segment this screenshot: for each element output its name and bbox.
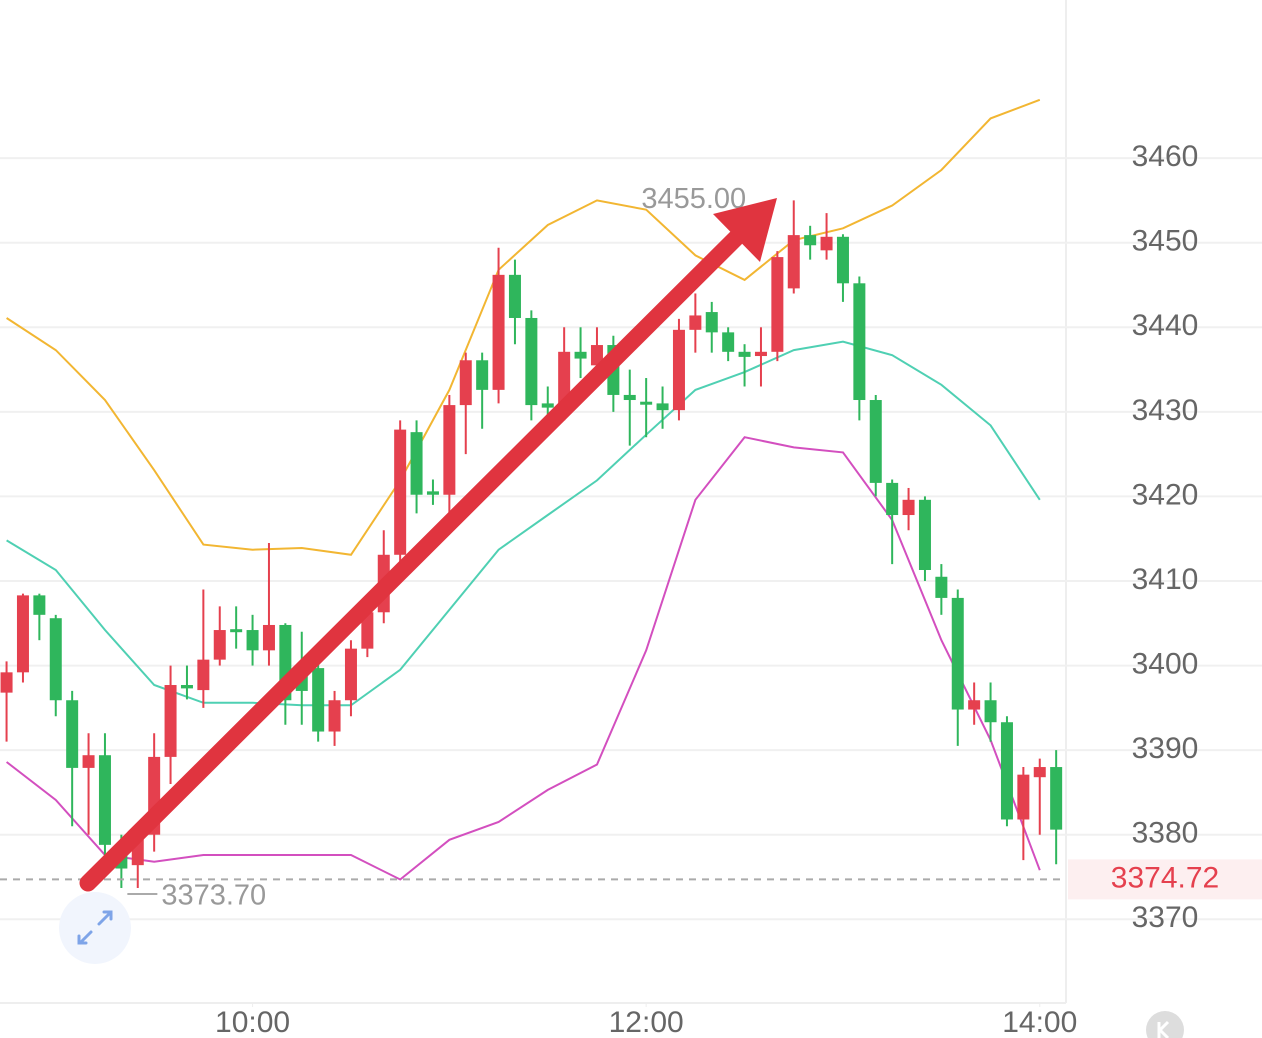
candle-body — [262, 624, 275, 651]
candle-body — [705, 312, 718, 333]
candle-body — [459, 360, 472, 406]
candle-body — [0, 672, 13, 693]
candle-body — [525, 317, 538, 406]
candle-body — [361, 612, 374, 649]
band-line — [6, 340, 1041, 707]
candle-body — [508, 274, 521, 318]
y-tick-label: 3420 — [1132, 478, 1199, 511]
candle-body — [853, 283, 866, 401]
candle-body — [180, 685, 193, 689]
candle-body — [836, 236, 849, 284]
candle-body — [164, 685, 177, 757]
candle-body — [443, 405, 456, 495]
candle-body — [590, 345, 603, 366]
candle-body — [738, 351, 751, 357]
candle-body — [49, 618, 62, 701]
candle-body — [541, 403, 554, 408]
y-tick-label: 3400 — [1132, 647, 1199, 680]
candle-body — [246, 630, 259, 651]
candle-body — [394, 429, 407, 555]
candle-body — [558, 351, 571, 406]
candle-body — [886, 482, 899, 516]
x-tick-label: 10:00 — [215, 1006, 290, 1038]
y-tick-label: 3390 — [1132, 732, 1199, 765]
candle-body — [804, 235, 817, 246]
candle-body — [902, 499, 915, 516]
low-label: 3373.70 — [161, 880, 266, 912]
trend-arrow — [79, 198, 777, 892]
annotations: 3374.72 3455.00 3373.70 — [0, 183, 1262, 912]
candle-body — [213, 630, 226, 660]
x-tick-label: 14:00 — [1002, 1006, 1077, 1038]
candle-body — [1050, 767, 1063, 830]
candle-body — [312, 668, 325, 732]
candle-body — [410, 432, 423, 495]
candle-body — [935, 576, 948, 598]
candle-body — [918, 499, 931, 571]
candle-body — [66, 700, 79, 768]
x-tick-label: 12:00 — [609, 1006, 684, 1038]
candle-body — [16, 595, 29, 673]
candle-body — [640, 401, 653, 405]
band-line — [5, 436, 1041, 881]
candle-body — [230, 629, 243, 633]
last-price-label: 3374.72 — [1111, 861, 1219, 894]
y-tick-label: 3370 — [1132, 901, 1199, 934]
candle-body — [869, 400, 882, 483]
y-tick-label: 3380 — [1132, 817, 1199, 850]
candle-body — [492, 274, 505, 390]
k-button[interactable] — [1146, 1011, 1184, 1038]
candle-body — [689, 315, 702, 330]
candle-body — [1033, 767, 1046, 778]
candle-body — [1017, 774, 1030, 820]
candle-body — [787, 235, 800, 289]
candle-body — [623, 394, 636, 401]
candle-body — [33, 595, 46, 615]
bands — [5, 98, 1041, 881]
candle-body — [328, 700, 341, 732]
candle-body — [476, 360, 489, 390]
y-tick-label: 3460 — [1132, 140, 1199, 173]
band-line — [6, 98, 1041, 556]
y-tick-label: 3410 — [1132, 563, 1199, 596]
y-tick-label: 3440 — [1132, 309, 1199, 342]
candle-body — [672, 329, 685, 411]
candle-body — [656, 403, 669, 411]
candle-body — [344, 648, 357, 701]
candle-body — [98, 755, 111, 845]
candle-body — [426, 491, 439, 495]
candle-body — [771, 257, 784, 352]
candle-body — [722, 332, 735, 352]
candle-body — [197, 659, 210, 691]
candle-body — [574, 351, 587, 359]
candle-body — [968, 700, 981, 710]
candle-body — [1000, 722, 1013, 820]
last-price-box — [1068, 859, 1262, 900]
y-tick-label: 3450 — [1132, 225, 1199, 258]
expand-button[interactable] — [59, 892, 131, 964]
candle-body — [82, 755, 95, 768]
high-label: 3455.00 — [641, 183, 746, 215]
y-tick-label: 3430 — [1132, 394, 1199, 427]
candle-body — [820, 236, 833, 251]
candle-body — [951, 597, 964, 710]
candle-body — [984, 700, 997, 723]
candle-body — [754, 351, 767, 357]
